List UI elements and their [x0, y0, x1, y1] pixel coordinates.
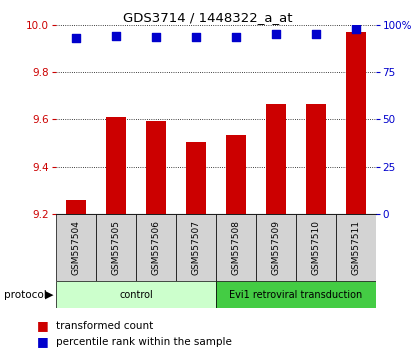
Bar: [266, 104, 286, 214]
Text: ▶: ▶: [45, 290, 53, 300]
Text: GSM557506: GSM557506: [151, 220, 160, 275]
Text: GSM557504: GSM557504: [71, 220, 81, 275]
Bar: [295, 214, 336, 281]
Point: [312, 32, 319, 37]
Text: GDS3714 / 1448322_a_at: GDS3714 / 1448322_a_at: [123, 11, 292, 24]
Bar: [216, 214, 256, 281]
Bar: [56, 281, 216, 308]
Text: percentile rank within the sample: percentile rank within the sample: [56, 337, 232, 347]
Text: Evi1 retroviral transduction: Evi1 retroviral transduction: [229, 290, 362, 300]
Bar: [106, 117, 126, 214]
Bar: [146, 121, 166, 214]
Point: [352, 26, 359, 32]
Bar: [346, 32, 366, 214]
Bar: [216, 281, 376, 308]
Point: [272, 32, 279, 37]
Text: ■: ■: [37, 335, 49, 348]
Point: [112, 33, 119, 39]
Bar: [186, 142, 206, 214]
Bar: [306, 104, 326, 214]
Point: [232, 34, 239, 40]
Text: ■: ■: [37, 319, 49, 332]
Bar: [66, 200, 86, 214]
Bar: [136, 214, 176, 281]
Text: GSM557507: GSM557507: [191, 220, 200, 275]
Text: GSM557508: GSM557508: [231, 220, 240, 275]
Bar: [226, 135, 246, 214]
Text: protocol: protocol: [4, 290, 47, 300]
Text: GSM557510: GSM557510: [311, 220, 320, 275]
Bar: [56, 214, 96, 281]
Bar: [336, 214, 376, 281]
Text: control: control: [119, 290, 153, 300]
Bar: [256, 214, 295, 281]
Point: [193, 34, 199, 40]
Point: [153, 34, 159, 40]
Bar: [176, 214, 216, 281]
Text: transformed count: transformed count: [56, 321, 153, 331]
Text: GSM557505: GSM557505: [112, 220, 120, 275]
Text: GSM557511: GSM557511: [351, 220, 360, 275]
Point: [73, 35, 79, 41]
Bar: [96, 214, 136, 281]
Text: GSM557509: GSM557509: [271, 220, 280, 275]
